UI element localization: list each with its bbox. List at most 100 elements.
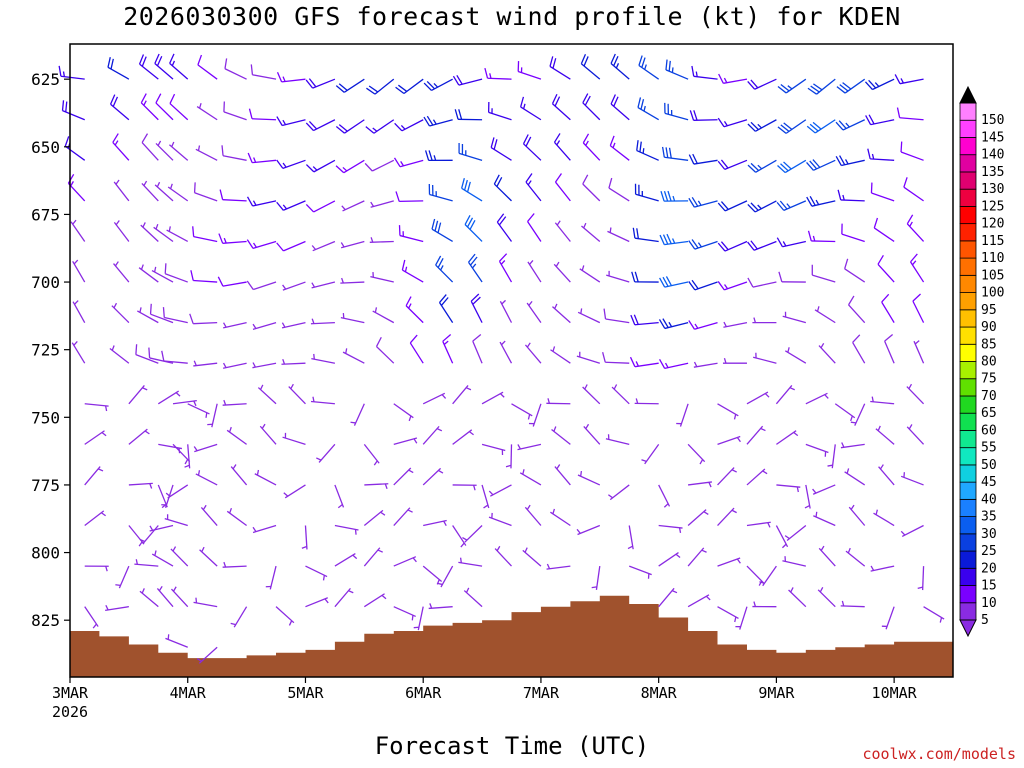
wind-barb xyxy=(393,556,417,567)
wind-barb xyxy=(401,259,424,283)
wind-barb xyxy=(717,159,748,170)
x-tick-sublabel: 2026 xyxy=(52,703,88,721)
barb-flag xyxy=(659,358,666,369)
barb-staff xyxy=(193,321,218,325)
wind-barb xyxy=(422,467,444,486)
barb-staff xyxy=(84,466,101,486)
wind-barb xyxy=(552,303,571,324)
barb-half-flag xyxy=(734,616,737,623)
wind-barb xyxy=(109,94,130,121)
wind-barb xyxy=(638,55,660,80)
barb-staff xyxy=(464,525,483,543)
barb-flag xyxy=(452,75,460,86)
barb-staff xyxy=(363,547,381,567)
barb-staff xyxy=(611,386,630,405)
barb-flag xyxy=(666,233,672,244)
barb-staff xyxy=(581,225,601,242)
barb-half-flag xyxy=(437,582,443,586)
barb-staff xyxy=(580,63,601,80)
wind-barb xyxy=(835,155,865,167)
wind-barb xyxy=(782,556,806,567)
barb-staff xyxy=(723,119,748,128)
barb-flag xyxy=(365,126,375,134)
wind-barb xyxy=(553,261,571,283)
barb-staff xyxy=(520,106,542,121)
barb-flag xyxy=(110,58,114,70)
barb-flag xyxy=(580,53,587,65)
barb-staff xyxy=(693,362,718,368)
barb-flag xyxy=(493,174,500,185)
wind-barb xyxy=(487,101,512,121)
barb-half-flag xyxy=(701,549,707,553)
barb-staff xyxy=(458,78,483,86)
barb-flag xyxy=(806,162,814,171)
wind-barb xyxy=(257,384,277,405)
barb-half-flag xyxy=(697,242,702,248)
barb-half-flag xyxy=(337,504,343,509)
barb-staff xyxy=(694,322,718,330)
credit-text[interactable]: coolwx.com/models xyxy=(862,745,1016,763)
wind-barb xyxy=(369,237,394,243)
barb-half-flag xyxy=(168,226,171,232)
barb-flag xyxy=(250,64,254,75)
wind-barb xyxy=(805,443,829,457)
barb-flag xyxy=(691,196,699,207)
barb-flag xyxy=(368,85,379,93)
barb-half-flag xyxy=(198,103,202,109)
barb-half-flag xyxy=(290,383,294,390)
wind-barb xyxy=(172,443,191,465)
barb-staff xyxy=(782,315,807,324)
barb-flag xyxy=(428,150,433,161)
wind-barb xyxy=(138,54,159,80)
barb-half-flag xyxy=(501,299,506,305)
barb-staff xyxy=(282,119,306,127)
barb-half-flag xyxy=(372,127,378,132)
terrain-layer xyxy=(70,595,953,677)
barb-flag xyxy=(498,216,507,226)
barb-staff xyxy=(342,351,365,364)
barb-staff xyxy=(84,403,109,407)
wind-barb xyxy=(169,141,189,161)
colorbar: 5 10 15 20 25 30 35 40 45 50 55 60 65 70 75 80 85 90 95 100… xyxy=(959,85,1004,638)
barb-staff xyxy=(344,119,365,134)
barb-staff xyxy=(687,443,706,463)
barb-flag xyxy=(525,136,532,147)
barb-staff xyxy=(163,360,188,364)
barb-staff xyxy=(913,340,925,364)
barb-flag xyxy=(631,271,636,283)
wind-barb xyxy=(637,97,659,121)
barb-staff xyxy=(784,350,807,364)
barb-flag xyxy=(868,114,875,125)
wind-barb xyxy=(747,119,777,132)
barb-flag xyxy=(496,213,505,223)
wind-barb xyxy=(252,322,277,330)
barb-staff xyxy=(752,356,777,364)
barb-half-flag xyxy=(522,103,526,109)
barb-flag xyxy=(394,122,403,132)
wind-barb xyxy=(157,390,181,405)
barb-staff xyxy=(582,142,601,161)
barb-half-flag xyxy=(847,547,851,554)
barb-half-flag xyxy=(282,204,288,210)
barb-flag xyxy=(464,215,471,225)
barb-staff xyxy=(522,549,542,567)
barb-flag xyxy=(688,240,696,250)
barb-half-flag xyxy=(462,537,468,541)
y-tick-label: 675 xyxy=(31,205,60,224)
barb-flag xyxy=(366,87,376,95)
barb-staff xyxy=(841,159,865,167)
wind-barb xyxy=(688,481,712,488)
barb-staff xyxy=(489,484,512,497)
barb-staff xyxy=(140,102,159,121)
barb-staff xyxy=(370,200,394,208)
barb-flag xyxy=(688,320,696,330)
wind-barb xyxy=(806,196,836,207)
barb-staff xyxy=(811,200,836,207)
barb-flag xyxy=(423,116,431,127)
barb-flag xyxy=(375,336,382,347)
barb-half-flag xyxy=(115,220,120,226)
barb-half-flag xyxy=(222,362,227,368)
barb-staff xyxy=(634,321,659,326)
barb-flag xyxy=(806,196,813,207)
wind-barb xyxy=(583,423,601,445)
